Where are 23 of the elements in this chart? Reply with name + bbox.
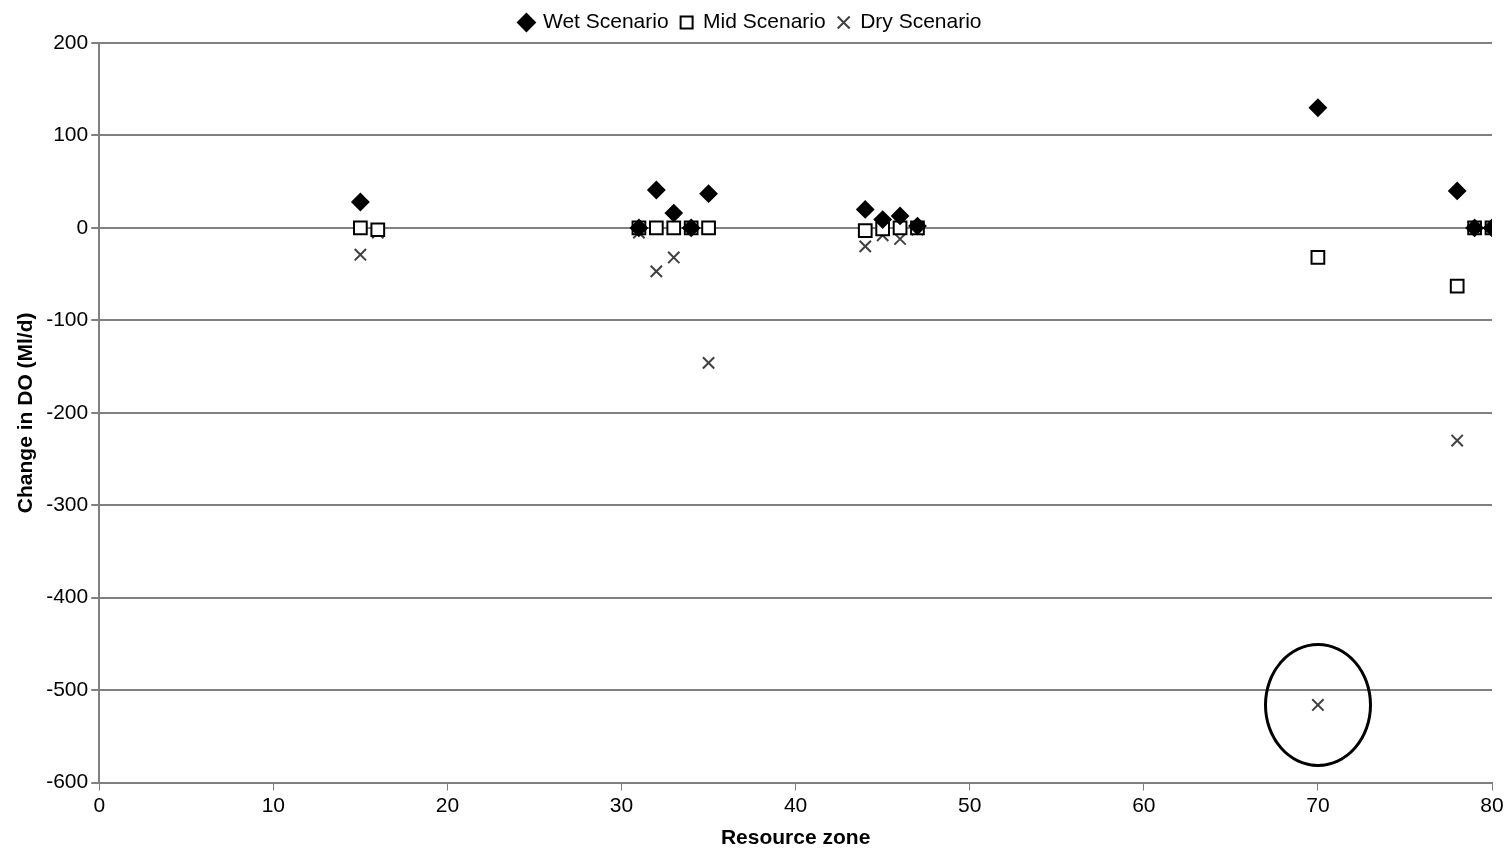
y-tick-label: -500 bbox=[46, 676, 89, 700]
x-tick-label: 10 bbox=[261, 793, 286, 816]
x-tick-label: 50 bbox=[958, 793, 982, 816]
y-tick-label: -400 bbox=[46, 584, 89, 608]
y-tick-label: -100 bbox=[46, 307, 89, 331]
y-tick-label: 200 bbox=[53, 29, 89, 53]
legend-label: Dry Scenario bbox=[860, 9, 982, 33]
x-tick-label: 60 bbox=[1132, 793, 1156, 816]
legend-label: Wet Scenario bbox=[542, 9, 669, 33]
legend-label: Mid Scenario bbox=[703, 9, 826, 33]
x-tick-label: 80 bbox=[1480, 793, 1504, 816]
y-tick-label: 0 bbox=[76, 214, 89, 238]
y-axis-title: Change in DO (Ml/d) bbox=[13, 312, 37, 514]
y-tick-label: 100 bbox=[53, 122, 89, 146]
x-tick-label: 70 bbox=[1306, 793, 1330, 816]
x-tick-label: 40 bbox=[783, 793, 808, 816]
x-axis-title: Resource zone bbox=[720, 825, 871, 849]
x-tick-label: 30 bbox=[609, 793, 634, 816]
y-tick-label: -300 bbox=[46, 492, 89, 516]
x-tick-label: 20 bbox=[435, 793, 460, 816]
x-tick-label: 0 bbox=[93, 793, 106, 816]
y-tick-label: -600 bbox=[46, 769, 89, 793]
y-tick-label: -200 bbox=[46, 399, 89, 423]
